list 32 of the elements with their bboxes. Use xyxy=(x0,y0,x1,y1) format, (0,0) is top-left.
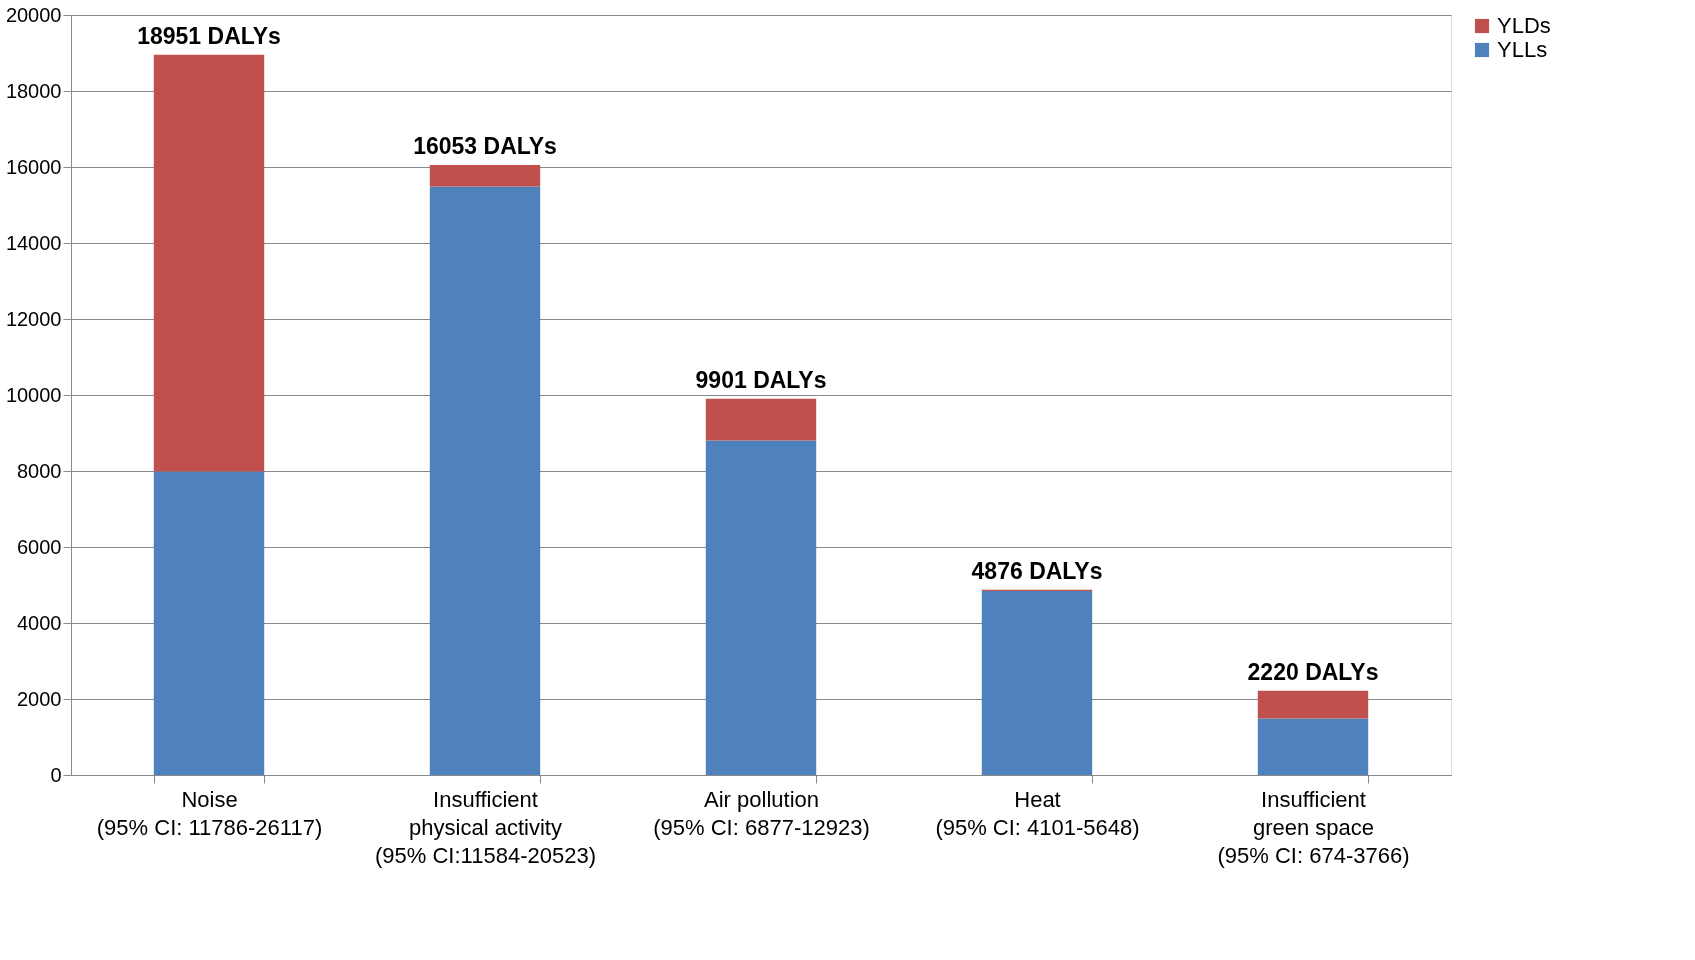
x-tick-label: Insufficient green space (95% CI: 674-3766) xyxy=(1217,786,1410,868)
y-tick-label: 2000 xyxy=(17,687,62,710)
x-tick-label: Air pollution (95% CI: 6877-12923) xyxy=(653,786,870,840)
bar xyxy=(1257,718,1369,775)
total-label: 4876 DALYs xyxy=(971,557,1103,584)
y-tick-label: 14000 xyxy=(5,231,62,254)
bar xyxy=(153,54,265,472)
x-tick-label: Insufficient physical activity (95% CI:11584-20523) xyxy=(375,786,596,868)
legend-label: YLDs xyxy=(1497,13,1551,38)
y-tick-label: 8000 xyxy=(17,459,62,482)
x-tick-label: Noise (95% CI: 11786-26117) xyxy=(96,786,323,840)
total-label: 16053 DALYs xyxy=(413,132,557,159)
x-tick-label: Heat (95% CI: 4101-5648) xyxy=(935,786,1140,840)
y-tick-label: 6000 xyxy=(17,535,62,558)
total-label: 2220 DALYs xyxy=(1247,658,1379,685)
total-label: 18951 DALYs xyxy=(137,22,281,49)
bar xyxy=(429,186,541,775)
bar xyxy=(705,440,817,775)
bar xyxy=(153,471,265,775)
y-tick-label: 18000 xyxy=(5,79,62,102)
y-tick-label: 12000 xyxy=(5,307,62,330)
bar xyxy=(429,164,541,187)
y-tick-label: 16000 xyxy=(5,155,62,178)
total-label: 9901 DALYs xyxy=(695,366,827,393)
y-tick-label: 10000 xyxy=(5,383,62,406)
y-tick-label: 20000 xyxy=(5,3,62,26)
bar xyxy=(705,398,817,441)
legend-label: YLLs xyxy=(1497,37,1548,62)
y-tick-label: 0 xyxy=(50,763,62,786)
bar xyxy=(1257,690,1369,719)
y-tick-label: 4000 xyxy=(17,611,62,634)
bar xyxy=(981,591,1093,775)
